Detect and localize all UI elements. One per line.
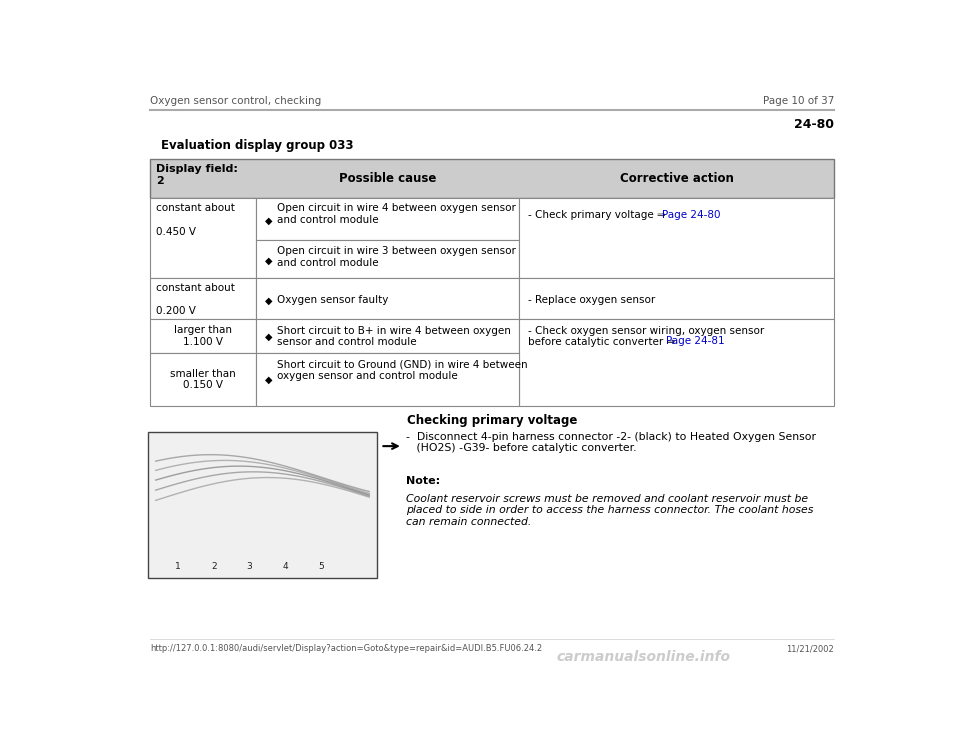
Bar — [519, 278, 834, 319]
Text: Oxygen sensor faulty: Oxygen sensor faulty — [276, 295, 388, 305]
Text: -  Disconnect 4-pin harness connector -2- (black) to Heated Oxygen Sensor
   (HO: - Disconnect 4-pin harness connector -2-… — [406, 432, 816, 453]
Text: smaller than
0.150 V: smaller than 0.150 V — [170, 369, 236, 390]
Bar — [256, 197, 519, 240]
Text: ◆: ◆ — [265, 375, 273, 385]
Text: Oxygen sensor control, checking: Oxygen sensor control, checking — [150, 96, 321, 106]
Text: constant about

0.200 V: constant about 0.200 V — [156, 283, 234, 317]
Bar — [519, 197, 834, 278]
Bar — [256, 319, 519, 353]
Text: http://127.0.0.1:8080/audi/servlet/Display?action=Goto&type=repair&id=AUDI.B5.FU: http://127.0.0.1:8080/audi/servlet/Displ… — [150, 644, 541, 654]
Text: Coolant reservoir screws must be removed and coolant reservoir must be
placed to: Coolant reservoir screws must be removed… — [406, 493, 814, 527]
Text: Possible cause: Possible cause — [339, 171, 436, 185]
Text: 2: 2 — [211, 562, 217, 571]
Bar — [150, 159, 834, 197]
Text: ◆: ◆ — [265, 331, 273, 341]
Text: Open circuit in wire 4 between oxygen sensor
and control module: Open circuit in wire 4 between oxygen se… — [276, 203, 516, 225]
Bar — [150, 278, 256, 319]
Text: 4: 4 — [282, 562, 288, 571]
Bar — [256, 240, 519, 278]
Text: carmanualsonline.info: carmanualsonline.info — [556, 650, 730, 664]
Text: Evaluation display group 033: Evaluation display group 033 — [161, 139, 353, 152]
Text: 11/21/2002: 11/21/2002 — [786, 644, 834, 654]
Text: Corrective action: Corrective action — [620, 171, 733, 185]
Text: Checking primary voltage: Checking primary voltage — [407, 413, 577, 427]
Text: ◆: ◆ — [265, 216, 273, 226]
Bar — [150, 197, 256, 278]
Text: Display field:
2: Display field: 2 — [156, 165, 237, 186]
Text: Page 10 of 37: Page 10 of 37 — [763, 96, 834, 106]
Bar — [256, 278, 519, 319]
Bar — [519, 319, 834, 406]
Text: - Replace oxygen sensor: - Replace oxygen sensor — [528, 295, 656, 305]
Text: 24-80: 24-80 — [794, 117, 834, 131]
Text: ◆: ◆ — [265, 256, 273, 266]
Text: ◆: ◆ — [265, 295, 273, 305]
Text: Page 24-80: Page 24-80 — [662, 210, 721, 220]
Text: - Check oxygen sensor wiring, oxygen sensor
before catalytic converter ⇒: - Check oxygen sensor wiring, oxygen sen… — [528, 326, 764, 347]
Bar — [148, 432, 376, 577]
Text: 1: 1 — [175, 562, 180, 571]
Bar — [150, 353, 256, 406]
Text: Page 24-81: Page 24-81 — [666, 336, 725, 346]
Text: constant about

0.450 V: constant about 0.450 V — [156, 203, 234, 237]
Text: - Check primary voltage ⇒: - Check primary voltage ⇒ — [528, 210, 669, 220]
Text: Short circuit to B+ in wire 4 between oxygen
sensor and control module: Short circuit to B+ in wire 4 between ox… — [276, 326, 511, 347]
Bar — [150, 319, 256, 353]
Text: Open circuit in wire 3 between oxygen sensor
and control module: Open circuit in wire 3 between oxygen se… — [276, 246, 516, 268]
Text: Short circuit to Ground (GND) in wire 4 between
oxygen sensor and control module: Short circuit to Ground (GND) in wire 4 … — [276, 360, 527, 381]
Text: 3: 3 — [247, 562, 252, 571]
Text: Note:: Note: — [406, 476, 441, 487]
Text: larger than
1.100 V: larger than 1.100 V — [174, 325, 231, 347]
Bar — [256, 353, 519, 406]
Text: 5: 5 — [318, 562, 324, 571]
